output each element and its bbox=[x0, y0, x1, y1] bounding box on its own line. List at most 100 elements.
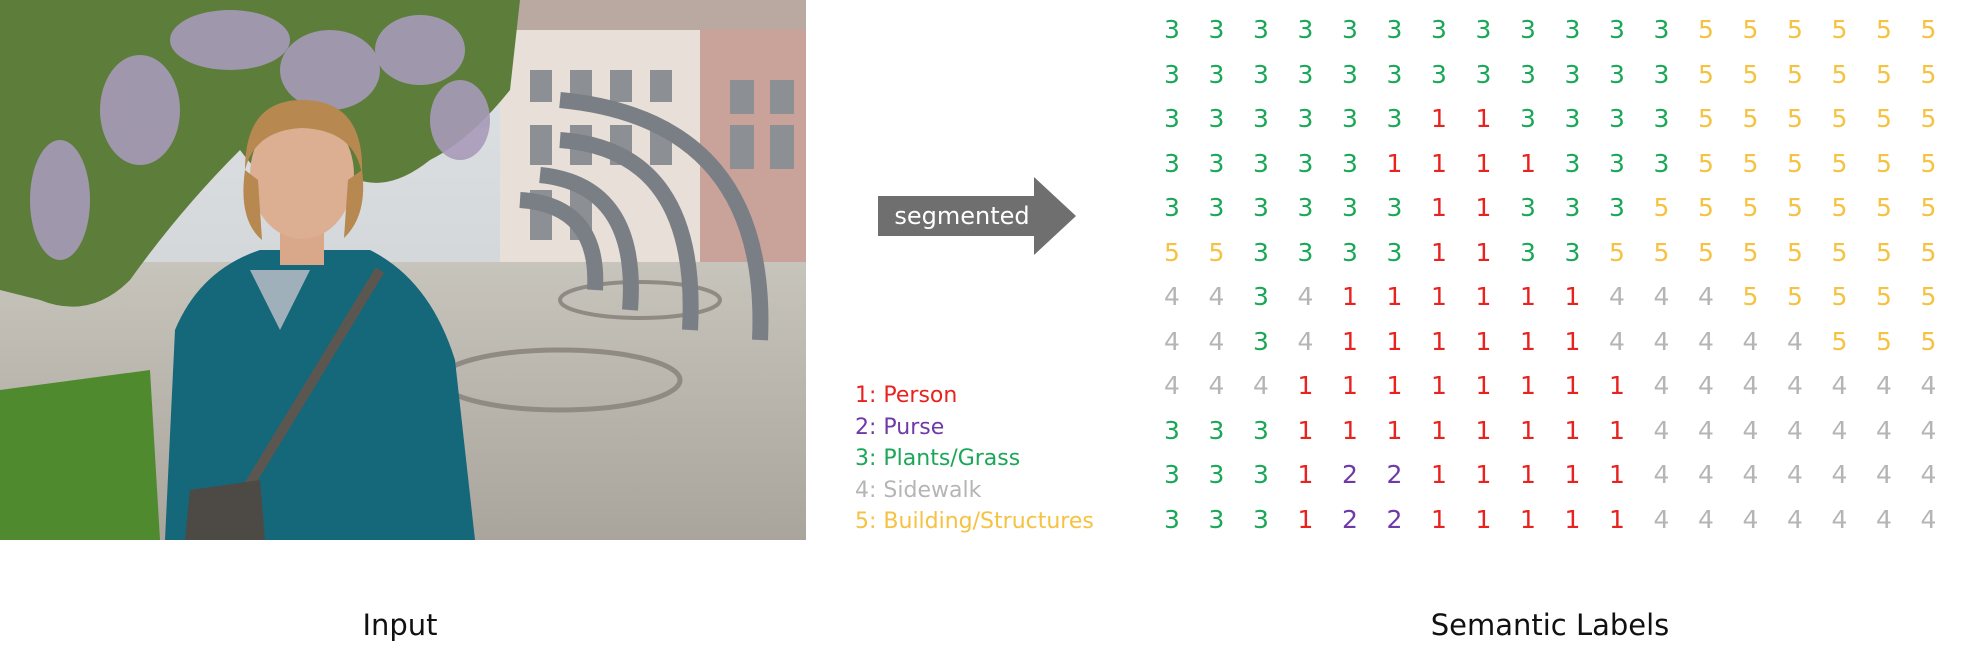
grid-cell: 3 bbox=[1520, 104, 1536, 133]
grid-cell: 1 bbox=[1564, 415, 1581, 445]
grid-cell: 3 bbox=[1564, 15, 1581, 44]
grid-cell: 1 bbox=[1520, 282, 1536, 311]
grid-cell: 4 bbox=[1297, 282, 1314, 311]
grid-cell: 3 bbox=[1208, 15, 1225, 44]
grid-cell: 3 bbox=[1653, 15, 1670, 44]
legend-item-person: 1: Person bbox=[855, 383, 958, 408]
grid-cell: 3 bbox=[1208, 504, 1225, 534]
grid-cell: 3 bbox=[1208, 148, 1225, 178]
grid-cell: 4 bbox=[1742, 371, 1759, 400]
caption-semantic-labels: Semantic Labels bbox=[1430, 608, 1670, 642]
grid-cell: 1 bbox=[1297, 504, 1314, 534]
grid-cell: 1 bbox=[1564, 504, 1581, 534]
grid-cell: 1 bbox=[1520, 504, 1536, 534]
legend-item-building-structures: 5: Building/Structures bbox=[855, 509, 1094, 534]
grid-cell: 1 bbox=[1475, 415, 1492, 445]
grid-cell: 3 bbox=[1609, 104, 1625, 133]
grid-cell: 3 bbox=[1208, 59, 1225, 89]
grid-cell: 5 bbox=[1742, 193, 1759, 222]
legend: 1: Person 2: Purse 3: Plants/Grass 4: Si… bbox=[855, 380, 1094, 538]
grid-cell: 1 bbox=[1297, 415, 1314, 445]
grid-cell: 1 bbox=[1386, 371, 1403, 400]
grid-cell: 5 bbox=[1876, 15, 1892, 44]
grid-cell: 1 bbox=[1475, 104, 1492, 133]
grid-cell: 4 bbox=[1698, 282, 1714, 311]
grid-cell: 3 bbox=[1164, 460, 1180, 489]
grid-cell: 5 bbox=[1698, 104, 1714, 133]
grid-cell: 5 bbox=[1831, 104, 1848, 133]
grid-cell: 5 bbox=[1742, 59, 1759, 89]
grid-cell: 4 bbox=[1831, 371, 1848, 400]
grid-cell: 5 bbox=[1787, 104, 1803, 133]
grid-cell: 3 bbox=[1342, 59, 1358, 89]
grid-cell: 3 bbox=[1342, 237, 1358, 267]
grid-cell: 4 bbox=[1698, 371, 1714, 400]
grid-cell: 3 bbox=[1520, 59, 1536, 89]
grid-cell: 1 bbox=[1386, 326, 1403, 356]
grid-cell: 4 bbox=[1698, 415, 1714, 445]
grid-cell: 1 bbox=[1475, 148, 1492, 178]
grid-cell: 3 bbox=[1520, 15, 1536, 44]
grid-cell: 4 bbox=[1742, 415, 1759, 445]
grid-cell: 3 bbox=[1253, 326, 1269, 356]
grid-cell: 2 bbox=[1386, 504, 1403, 534]
grid-cell: 3 bbox=[1342, 148, 1358, 178]
grid-cell: 5 bbox=[1876, 104, 1892, 133]
grid-cell: 4 bbox=[1920, 415, 1937, 445]
grid-cell: 4 bbox=[1831, 504, 1848, 534]
grid-cell: 3 bbox=[1653, 59, 1670, 89]
grid-cell: 4 bbox=[1742, 504, 1759, 534]
grid-cell: 4 bbox=[1653, 326, 1670, 356]
grid-cell: 1 bbox=[1431, 504, 1447, 534]
grid-cell: 4 bbox=[1653, 415, 1670, 445]
grid-cell: 3 bbox=[1653, 148, 1670, 178]
legend-item-sidewalk: 4: Sidewalk bbox=[855, 477, 982, 503]
grid-cell: 1 bbox=[1431, 460, 1447, 489]
grid-cell: 3 bbox=[1342, 193, 1358, 222]
grid-cell: 3 bbox=[1386, 15, 1403, 44]
grid-cell: 5 bbox=[1787, 15, 1803, 44]
grid-cell: 3 bbox=[1208, 104, 1225, 133]
grid-cell: 2 bbox=[1386, 460, 1403, 489]
grid-cell: 3 bbox=[1164, 504, 1180, 534]
grid-cell: 1 bbox=[1564, 460, 1581, 489]
grid-cell: 4 bbox=[1653, 371, 1670, 400]
grid-cell: 3 bbox=[1297, 148, 1314, 178]
grid-cell: 1 bbox=[1431, 237, 1447, 267]
grid-cell: 1 bbox=[1520, 326, 1536, 356]
grid-cell: 3 bbox=[1253, 237, 1269, 267]
grid-cell: 1 bbox=[1609, 460, 1625, 489]
grid-cell: 4 bbox=[1876, 371, 1892, 400]
grid-cell: 5 bbox=[1742, 237, 1759, 267]
grid-cell: 4 bbox=[1208, 326, 1225, 356]
grid-cell: 4 bbox=[1831, 460, 1848, 489]
grid-cell: 2 bbox=[1342, 460, 1358, 489]
grid-cell: 3 bbox=[1164, 59, 1180, 89]
grid-cell: 3 bbox=[1253, 193, 1269, 222]
grid-cell: 3 bbox=[1386, 193, 1403, 222]
grid-cell: 3 bbox=[1253, 59, 1269, 89]
grid-cell: 5 bbox=[1876, 193, 1892, 222]
grid-cell: 4 bbox=[1876, 504, 1892, 534]
grid-cell: 1 bbox=[1297, 371, 1314, 400]
grid-cell: 3 bbox=[1564, 59, 1581, 89]
grid-cell: 3 bbox=[1520, 237, 1536, 267]
arrow-shape bbox=[878, 177, 1076, 255]
grid-cell: 5 bbox=[1920, 237, 1937, 267]
grid-cell: 1 bbox=[1609, 415, 1625, 445]
grid-cell: 4 bbox=[1208, 282, 1225, 311]
grid-cell: 1 bbox=[1475, 282, 1492, 311]
grid-cell: 1 bbox=[1431, 415, 1447, 445]
legend-item-plants-grass: 3: Plants/Grass bbox=[855, 446, 1021, 471]
grid-cell: 4 bbox=[1876, 415, 1892, 445]
grid-cell: 3 bbox=[1297, 15, 1314, 44]
grid-cell: 5 bbox=[1609, 237, 1625, 267]
grid-cell: 5 bbox=[1787, 237, 1803, 267]
grid-cell: 3 bbox=[1475, 59, 1492, 89]
grid-cell: 5 bbox=[1920, 59, 1937, 89]
grid-cell: 5 bbox=[1920, 148, 1937, 178]
grid-cell: 3 bbox=[1297, 104, 1314, 133]
grid-cell: 5 bbox=[1831, 59, 1848, 89]
grid-cell: 5 bbox=[1208, 237, 1225, 267]
grid-cell: 4 bbox=[1609, 326, 1625, 356]
